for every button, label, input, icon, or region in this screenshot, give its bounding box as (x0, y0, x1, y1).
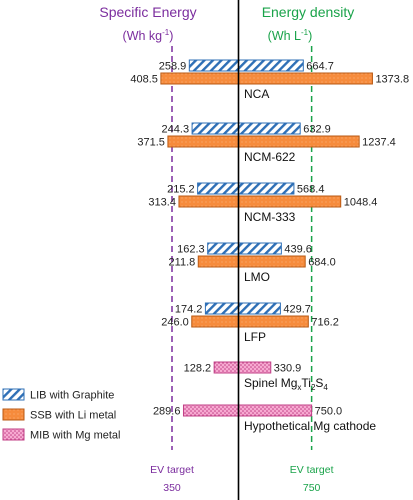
ev-target-value: 350 (163, 482, 181, 494)
category-label: Hypothetical Mg cathode (244, 419, 376, 433)
legend-label: SSB with Li metal (30, 410, 116, 422)
legend-swatch (2, 388, 25, 401)
value-label-right: 750.0 (315, 406, 343, 418)
bar-left (160, 72, 239, 85)
value-label-left: 128.2 (184, 363, 212, 375)
energy-density-unit: (Wh L-1) (268, 28, 313, 43)
value-label-right: 429.7 (283, 304, 311, 316)
bar-right (238, 135, 360, 148)
value-label-right: 330.9 (274, 363, 302, 375)
bar-right (238, 255, 306, 268)
bar-left (197, 182, 239, 195)
legend-swatch (2, 428, 25, 441)
bar-right (238, 242, 282, 255)
legend-swatch (2, 408, 25, 421)
value-label-right: 716.2 (311, 317, 339, 329)
bar-left (213, 361, 239, 374)
legend-label: LIB with Graphite (30, 390, 114, 402)
bar-left (207, 242, 239, 255)
category-label: NCM-622 (244, 150, 296, 164)
ev-target-lines (171, 46, 313, 450)
value-label-right: 632.9 (303, 124, 331, 136)
category-label: NCM-333 (244, 210, 296, 224)
category-label: NCA (244, 87, 269, 101)
bar-left (204, 302, 239, 315)
bar-right (238, 195, 342, 208)
value-label-left: 371.5 (137, 137, 165, 149)
category-label: Spinel MgxTi2S4 (244, 376, 328, 392)
bar-right (238, 182, 295, 195)
bar-left (182, 404, 239, 417)
bar-right (238, 361, 272, 374)
bar-right (238, 59, 304, 72)
category-label: LMO (244, 270, 270, 284)
specific-energy-title: Specific Energy (99, 4, 196, 20)
bar-right (238, 72, 373, 85)
value-label-left: 215.2 (167, 184, 195, 196)
value-label-right: 439.6 (284, 244, 312, 256)
value-label-left: 313.4 (148, 197, 176, 209)
value-label-right: 1048.4 (344, 197, 378, 209)
bar-left (191, 122, 239, 135)
specific-energy-unit: (Wh kg-1) (123, 28, 174, 43)
value-label-left: 174.2 (175, 304, 203, 316)
value-label-left: 246.0 (161, 317, 189, 329)
ev-target-label: EV target (290, 464, 334, 476)
bar-left (178, 195, 239, 208)
bar-left (167, 135, 239, 148)
bar-right (238, 404, 313, 417)
value-label-left: 244.3 (162, 124, 190, 136)
bar-right (238, 302, 281, 315)
bar-left (197, 255, 239, 268)
value-label-right: 664.7 (306, 61, 334, 73)
value-label-left: 408.5 (130, 74, 158, 86)
value-and-category-labels: 258.9 664.7 408.5 1373.8 NCA 244.3 632.9 371.5 1… (130, 61, 409, 434)
legend-label: MIB with Mg metal (30, 430, 120, 442)
bar-right (238, 315, 309, 328)
value-label-right: 684.0 (308, 257, 336, 269)
ev-target-labels: EV target 350 EV target 750 (150, 464, 333, 494)
energy-density-title: Energy density (262, 4, 355, 20)
ev-target-label: EV target (150, 464, 194, 476)
value-label-left: 289.6 (153, 406, 181, 418)
value-label-left: 211.8 (169, 257, 196, 269)
bar-right (238, 122, 301, 135)
bar-left (191, 315, 239, 328)
value-label-left: 162.3 (177, 244, 205, 256)
value-label-right: 568.4 (297, 184, 325, 196)
category-label: LFP (244, 330, 266, 344)
legend: LIB with Graphite SSB with Li metal MIB wi… (2, 388, 120, 442)
ev-target-value: 750 (303, 482, 321, 494)
value-label-left: 258.9 (159, 61, 187, 73)
bar-left (188, 59, 240, 72)
value-label-right: 1237.4 (362, 137, 396, 149)
value-label-right: 1373.8 (375, 74, 409, 86)
